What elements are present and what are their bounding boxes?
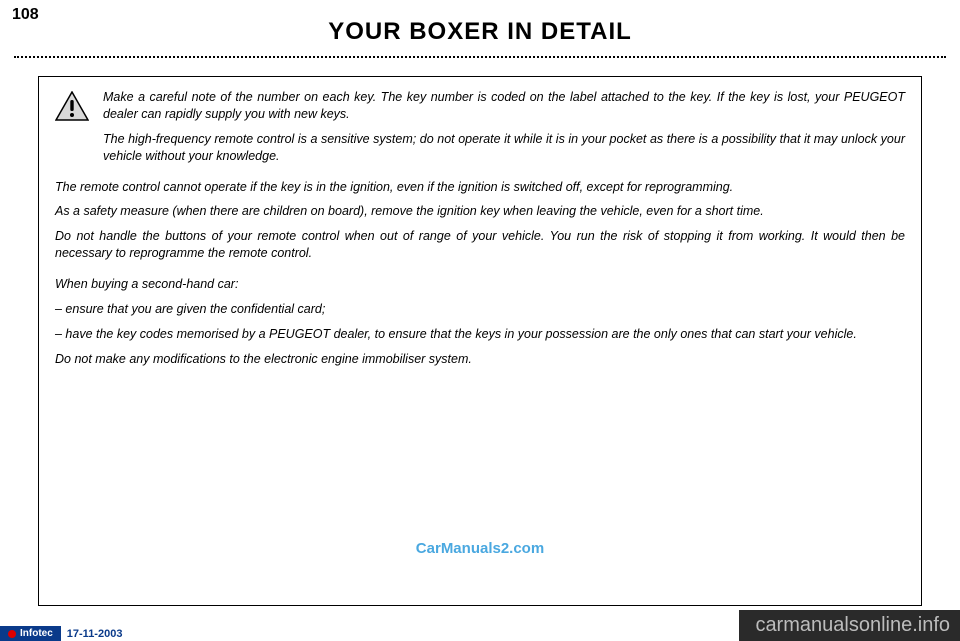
footer-date: 17-11-2003	[67, 628, 123, 640]
infotec-label: Infotec	[20, 628, 53, 639]
manual-page: 108 YOUR BOXER IN DETAIL Make a careful …	[0, 0, 960, 641]
warning-triangle-icon	[55, 91, 89, 126]
content-box: Make a careful note of the number on eac…	[38, 76, 922, 606]
dot-icon	[8, 630, 16, 638]
list-item: – have the key codes memorised by a PEUG…	[55, 326, 905, 343]
paragraph: The remote control cannot operate if the…	[55, 179, 905, 196]
watermark-corner: carmanualsonline.info	[739, 610, 960, 641]
warning-block: Make a careful note of the number on eac…	[55, 89, 905, 173]
watermark-center: CarManuals2.com	[416, 540, 544, 557]
page-title: YOUR BOXER IN DETAIL	[0, 0, 960, 46]
paragraph: Do not handle the buttons of your remote…	[55, 228, 905, 262]
paragraph: The high-frequency remote control is a s…	[103, 131, 905, 165]
paragraph: As a safety measure (when there are chil…	[55, 203, 905, 220]
paragraph: Do not make any modifications to the ele…	[55, 351, 905, 368]
infotec-badge: Infotec	[0, 626, 61, 641]
list-item: – ensure that you are given the confiden…	[55, 301, 905, 318]
divider	[14, 56, 946, 58]
paragraph: When buying a second-hand car:	[55, 276, 905, 293]
page-number: 108	[12, 6, 39, 24]
paragraph: Make a careful note of the number on eac…	[103, 89, 905, 123]
footer-bar: Infotec 17-11-2003	[0, 626, 122, 641]
warning-text: Make a careful note of the number on eac…	[103, 89, 905, 173]
